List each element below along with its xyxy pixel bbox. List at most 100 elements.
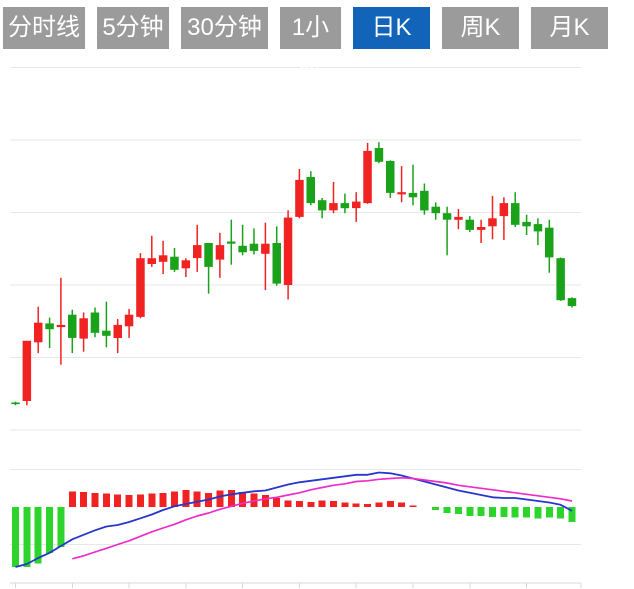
- macd-histogram-bar: [125, 495, 133, 507]
- candle-body: [147, 258, 156, 264]
- macd-histogram-bar: [307, 501, 315, 508]
- dea-line: [72, 476, 573, 560]
- macd-histogram-bar: [557, 507, 565, 519]
- macd-histogram-bar: [159, 492, 167, 508]
- candle-body: [170, 256, 179, 270]
- candle: [124, 308, 134, 338]
- candle: [193, 224, 202, 272]
- macd-histogram-bar: [261, 495, 269, 507]
- tab-30分钟[interactable]: 30分钟: [181, 7, 268, 49]
- candle-body: [567, 298, 577, 307]
- candle-body: [272, 243, 281, 284]
- candle: [386, 160, 395, 198]
- candle-body: [238, 245, 247, 253]
- candle: [420, 183, 429, 215]
- candle: [545, 219, 554, 273]
- candle-body: [193, 245, 202, 259]
- macd-histogram-bar: [91, 492, 99, 508]
- candle-body: [11, 402, 20, 405]
- candle: [68, 309, 77, 354]
- macd-histogram-bar: [34, 507, 42, 564]
- macd-histogram-bar: [182, 489, 190, 508]
- candle: [431, 202, 440, 220]
- macd-histogram-bar: [171, 491, 178, 508]
- candle: [329, 182, 338, 214]
- macd-histogram-bar: [341, 502, 349, 507]
- tab-5分钟[interactable]: 5分钟: [97, 7, 169, 49]
- candle-body: [215, 245, 225, 260]
- candle: [488, 195, 497, 240]
- candle: [397, 166, 406, 203]
- candle-body: [306, 177, 315, 204]
- candle-body: [545, 227, 554, 258]
- candle: [567, 297, 577, 308]
- candle-body: [79, 318, 88, 339]
- candle: [22, 340, 32, 406]
- candle-body: [34, 322, 43, 343]
- candle: [317, 198, 327, 219]
- candle: [136, 253, 145, 319]
- candle-body: [261, 243, 270, 254]
- macd-histogram-bar: [352, 503, 360, 508]
- candle: [556, 257, 565, 301]
- candle: [45, 317, 54, 349]
- candle-body: [511, 203, 520, 225]
- candle: [158, 240, 168, 275]
- macd-histogram-bar: [443, 507, 451, 513]
- candle-body: [386, 161, 395, 193]
- macd-histogram-bar: [57, 507, 65, 547]
- candle: [295, 169, 304, 219]
- candle: [238, 224, 247, 256]
- macd-histogram-bar: [511, 507, 519, 518]
- candle-body: [102, 330, 111, 336]
- macd-histogram-bar: [534, 507, 542, 519]
- macd-histogram-bar: [273, 498, 281, 507]
- tab-1小时[interactable]: 1小时: [280, 7, 341, 83]
- macd-histogram-bar: [500, 507, 508, 517]
- candle-body: [476, 227, 486, 230]
- macd-histogram-bar: [466, 507, 474, 516]
- candle: [476, 219, 486, 243]
- candle-body: [522, 221, 531, 227]
- candle: [147, 235, 156, 267]
- candle-body: [352, 201, 361, 209]
- candle-body: [22, 340, 32, 401]
- candle: [79, 312, 88, 352]
- macd-histogram: [12, 489, 576, 567]
- candle: [306, 171, 315, 206]
- candle: [363, 142, 372, 204]
- candle-body: [227, 241, 236, 244]
- macd-histogram-bar: [523, 507, 531, 518]
- candle: [442, 206, 452, 256]
- candle: [34, 306, 43, 354]
- candle: [227, 219, 236, 265]
- candle-body: [56, 324, 66, 328]
- macd-histogram-bar: [46, 507, 54, 553]
- candle: [374, 142, 384, 164]
- macd-histogram-bar: [239, 492, 247, 507]
- candle: [102, 301, 111, 348]
- macd-histogram-bar: [545, 507, 553, 518]
- tab-分时线[interactable]: 分时线: [3, 7, 85, 49]
- candle: [170, 248, 179, 272]
- candle-body: [340, 203, 350, 209]
- candle: [11, 401, 20, 406]
- candle-body: [363, 150, 372, 204]
- tab-日K[interactable]: 日K: [353, 7, 430, 49]
- macd-histogram-bar: [216, 490, 224, 507]
- candle: [454, 208, 463, 230]
- tab-周K[interactable]: 周K: [442, 7, 519, 49]
- macd-histogram-bar: [489, 507, 496, 517]
- macd-histogram-bar: [136, 494, 144, 508]
- macd-histogram-bar: [409, 505, 417, 507]
- candle-body: [204, 243, 213, 267]
- candle-body: [431, 206, 440, 214]
- macd-histogram-bar: [68, 491, 76, 508]
- macd-histogram-bar: [364, 504, 372, 507]
- candle-body: [397, 192, 406, 195]
- tab-月K[interactable]: 月K: [531, 7, 608, 49]
- candle: [522, 214, 531, 235]
- candle: [283, 210, 293, 300]
